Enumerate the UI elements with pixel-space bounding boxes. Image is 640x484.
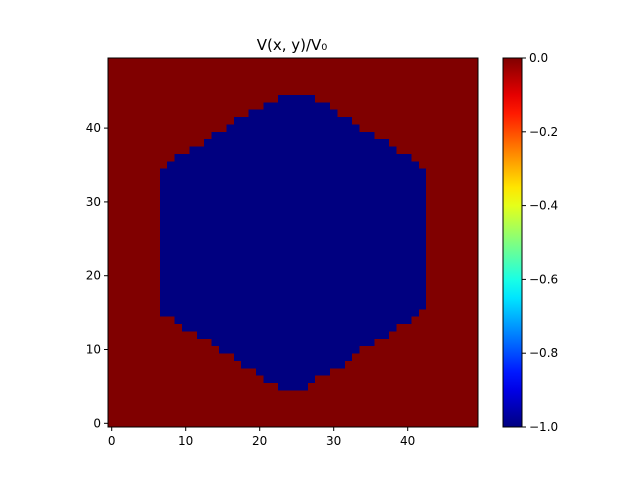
heatmap-row <box>233 117 353 125</box>
heatmap-row <box>182 323 397 332</box>
heatmap-row <box>196 331 390 339</box>
heatmap-row <box>233 353 353 361</box>
heatmap-row <box>159 235 427 243</box>
heatmap-row <box>159 249 427 258</box>
colorbar-tick-label: 0.0 <box>529 51 548 65</box>
heatmap-row <box>159 286 427 295</box>
heatmap-row <box>159 301 427 310</box>
heatmap-row <box>211 131 375 140</box>
heatmap-row <box>226 124 360 133</box>
heatmap-row <box>159 183 427 192</box>
y-tick-label: 10 <box>86 343 101 357</box>
heatmap-row <box>241 360 345 369</box>
x-tick-label: 40 <box>400 434 415 448</box>
y-tick-label: 40 <box>86 121 101 135</box>
heatmap-row <box>159 279 427 288</box>
heatmap-row <box>159 168 427 177</box>
heatmap-row <box>167 161 419 170</box>
heatmap-row <box>211 338 375 347</box>
colorbar-tick-label: −1.0 <box>529 420 558 434</box>
colorbar-tick-label: −0.8 <box>529 346 558 360</box>
heatmap-row <box>159 212 427 221</box>
heatmap-row <box>189 146 397 155</box>
x-axis: 0 10 20 30 40 <box>108 427 415 448</box>
y-tick-label: 30 <box>86 195 101 209</box>
heatmap-row <box>219 345 360 354</box>
heatmap-row <box>159 198 427 206</box>
heatmap-row <box>278 382 308 391</box>
heatmap-row <box>159 242 427 251</box>
colorbar-tick-label: −0.4 <box>529 199 558 213</box>
heatmap-row <box>159 220 427 229</box>
colorbar-tick-label: −0.2 <box>529 125 558 139</box>
colorbar-gradient <box>503 58 522 427</box>
heatmap-row <box>263 102 330 111</box>
heatmap-row <box>159 272 427 280</box>
y-tick-label: 0 <box>93 416 101 430</box>
heatmap-row <box>263 375 316 384</box>
x-tick-label: 30 <box>326 434 341 448</box>
heatmap-row <box>174 153 412 162</box>
colorbar-frame <box>502 57 523 428</box>
plot-area <box>107 57 479 428</box>
heatmap-row <box>159 264 427 273</box>
heatmap-row <box>278 94 316 103</box>
y-axis: 0 10 20 30 40 <box>86 121 108 430</box>
plot-frame <box>107 57 479 428</box>
heatmap-row <box>159 257 427 266</box>
heatmap-row <box>159 205 427 214</box>
heatmap-row <box>159 294 427 302</box>
x-tick-label: 20 <box>252 434 267 448</box>
y-tick-label: 20 <box>86 269 101 283</box>
heatmap-row <box>159 176 427 184</box>
heatmap-row <box>174 316 412 325</box>
x-tick-label: 0 <box>108 434 116 448</box>
heatmap-row <box>248 109 338 118</box>
heatmap-row <box>159 190 427 199</box>
heatmap-row <box>159 308 419 317</box>
chart-title: V(x, y)/V₀ <box>257 36 328 54</box>
heatmap-row <box>256 367 330 376</box>
colorbar: −1.0 −0.8 −0.6 −0.4 −0.2 0.0 <box>502 51 558 434</box>
colorbar-tick-label: −0.6 <box>529 272 558 286</box>
heatmap-row <box>204 139 390 147</box>
x-tick-label: 10 <box>178 434 193 448</box>
heatmap-row <box>159 227 427 236</box>
